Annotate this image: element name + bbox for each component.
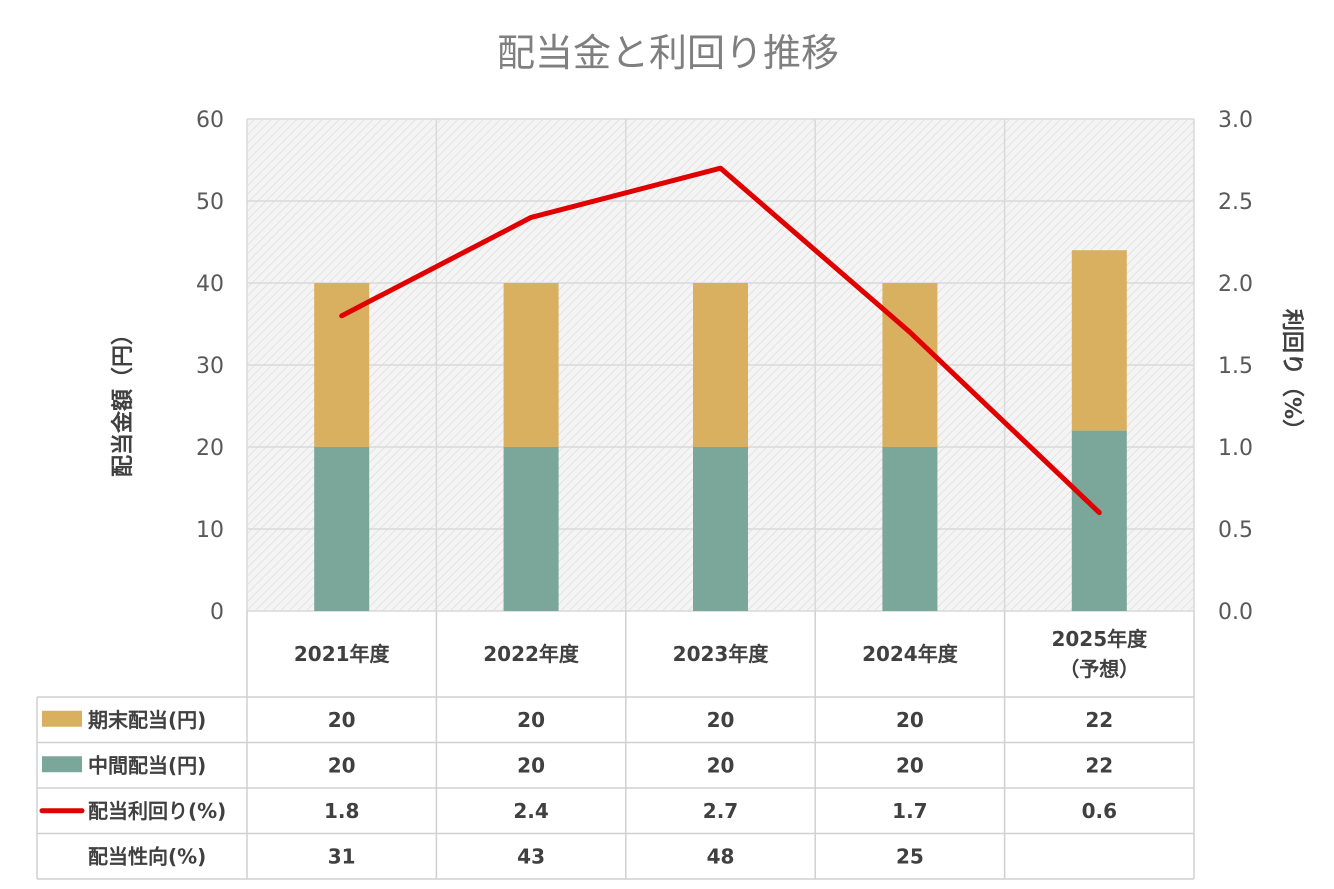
table-cell: 20 [328,708,356,732]
table-cell: 2.4 [513,799,548,823]
category-label: 2023年度 [673,642,770,666]
right-tick-label: 0.5 [1218,518,1253,543]
bar-series [314,250,1127,611]
table-cell: 22 [1085,708,1113,732]
legend-swatch [42,756,82,773]
left-tick-label: 10 [196,518,224,543]
data-table: 2021年度 2022年度 2023年度 2024年度 2025年度 （予想） 期末配当(円… [36,611,1195,880]
left-tick-label: 60 [196,108,224,133]
bar-segment [314,283,370,447]
bar-segment [693,283,748,447]
table-cell: 22 [1085,753,1113,777]
table-cell: 1.8 [324,799,359,823]
table-cell: 0.6 [1082,799,1117,823]
bar-segment [314,447,370,611]
category-label: 2021年度 [294,642,391,666]
table-cell: 31 [328,844,356,868]
bar-segment [503,447,559,611]
legend-swatch [42,710,82,727]
category-label: 2022年度 [483,642,580,666]
left-tick-label: 50 [196,190,224,215]
left-tick-label: 30 [196,354,224,379]
right-axis-title: 利回り（%） [1279,309,1304,441]
right-tick-label: 2.5 [1218,190,1253,215]
bar-segment [1071,430,1127,611]
table-cell: 2.7 [703,799,738,823]
right-tick-label: 0.0 [1218,600,1253,625]
left-axis-title: 配当金額（円） [110,323,136,477]
left-tick-label: 40 [196,272,224,297]
table-cell: 20 [517,753,545,777]
right-tick-label: 3.0 [1218,108,1253,133]
table-cell: 20 [707,753,735,777]
bar-segment [693,447,748,611]
table-cell: 20 [328,753,356,777]
table-cell: 25 [896,844,924,868]
table-row-label: 配当性向(%) [88,844,206,868]
left-tick-label: 20 [196,436,224,461]
category-label: （予想） [1059,657,1139,681]
right-axis-ticks: 0.0 0.5 1.0 1.5 2.0 2.5 3.0 [1218,108,1253,625]
table-cell: 20 [517,708,545,732]
table-cell: 48 [707,844,735,868]
table-cell: 20 [707,708,735,732]
table-row-label: 配当利回り(%) [88,799,226,823]
bar-segment [1071,250,1127,431]
yield-line-series [339,165,1102,516]
table-cell: 20 [896,753,924,777]
table-row-label: 中間配当(円) [88,753,206,777]
category-label: 2025年度 [1051,627,1148,651]
left-axis-ticks: 0 10 20 30 40 50 60 [196,108,224,625]
right-tick-label: 2.0 [1218,272,1253,297]
right-tick-label: 1.0 [1218,436,1253,461]
left-tick-label: 0 [210,600,224,625]
table-cell: 1.7 [892,799,927,823]
table-cell: 20 [896,708,924,732]
chart-title: 配当金と利回り推移 [497,31,839,75]
table-cell: 43 [517,844,545,868]
bar-segment [503,283,559,447]
table-row-label: 期末配当(円) [88,708,206,732]
bar-segment [882,283,938,447]
bar-segment [882,447,938,611]
category-label: 2024年度 [862,642,959,666]
right-tick-label: 1.5 [1218,354,1253,379]
